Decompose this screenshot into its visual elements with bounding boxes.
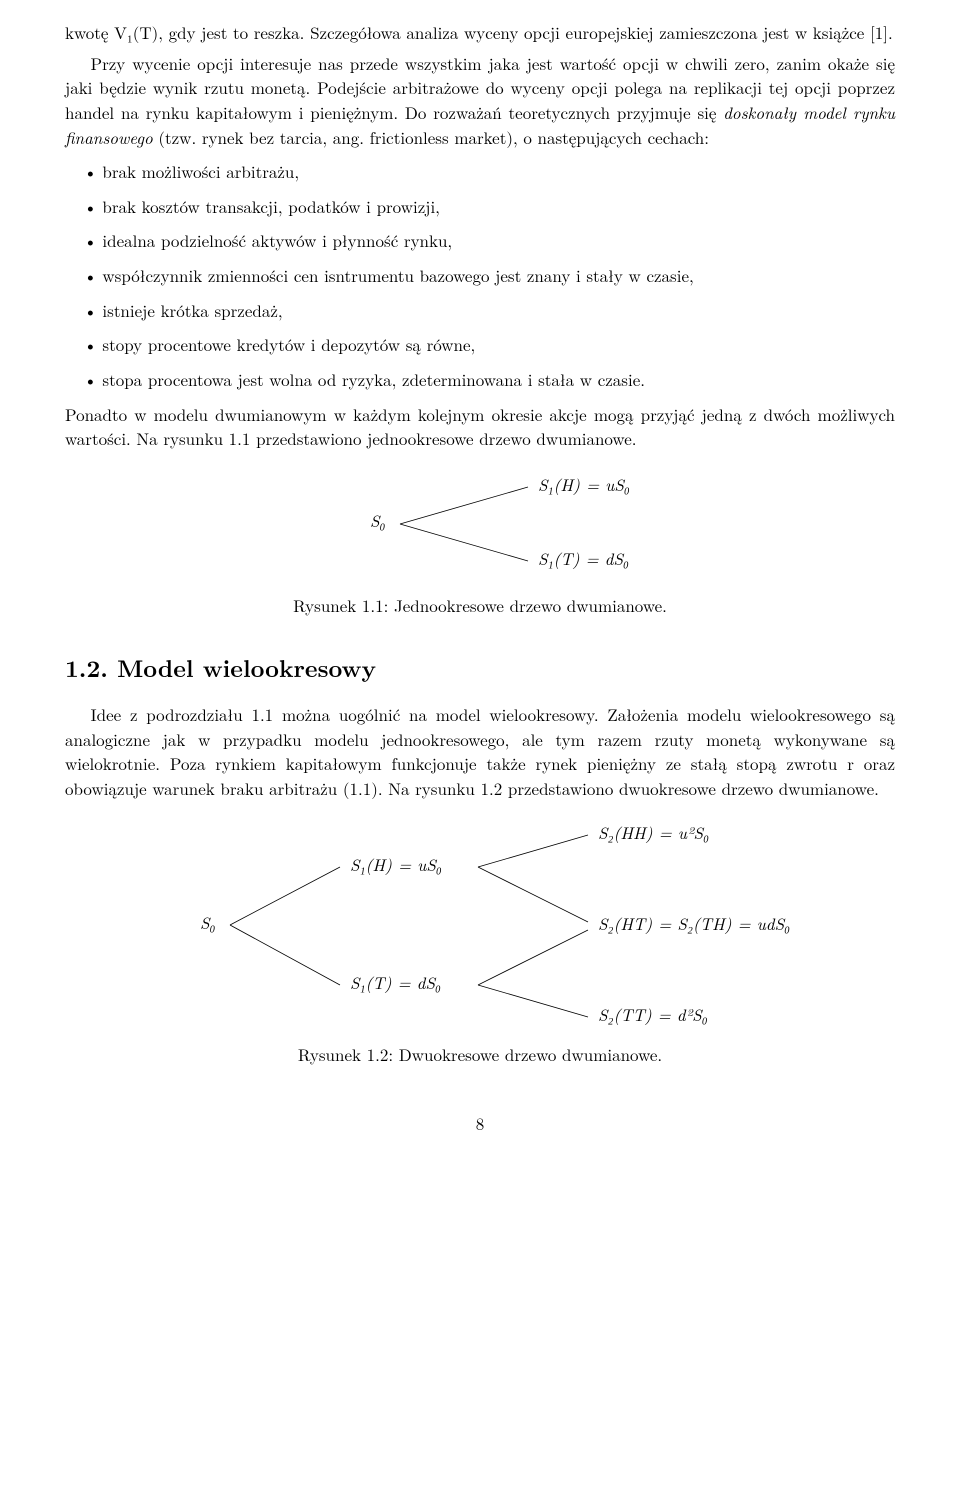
tree-edge: [478, 930, 588, 985]
tree-edge: [400, 524, 528, 561]
tree-edge: [478, 867, 588, 922]
figure-caption: Rysunek 1.1: Jednookresowe drzewo dwumia…: [65, 593, 895, 618]
feature-list: brak możliwości arbitrażu, brak kosztów …: [65, 159, 895, 391]
binomial-tree-svg: S₀ S₁(H) = uS₀ S₁(T) = dS₀: [300, 469, 660, 579]
list-item: współczynnik zmienności cen isntrumentu …: [65, 263, 895, 288]
tree-edge: [400, 487, 528, 524]
tree-node-root: S₀: [200, 910, 216, 934]
body-paragraph: kwotę V₁(T), gdy jest to reszka. Szczegó…: [65, 20, 895, 45]
tree-node-l2-tt: S₂(TT) = d²S₀: [598, 1002, 708, 1026]
figure-1-2: S₀ S₁(H) = uS₀ S₁(T) = dS₀ S₂(HH) = u²S₀…: [65, 819, 895, 1035]
tree-edge: [478, 835, 588, 867]
tree-node-down: S₁(T) = dS₀: [538, 546, 629, 570]
list-item: brak możliwości arbitrażu,: [65, 159, 895, 184]
figure-caption: Rysunek 1.2: Dwuokresowe drzewo dwumiano…: [65, 1042, 895, 1067]
body-paragraph: Przy wycenie opcji interesuje nas przede…: [65, 51, 895, 150]
list-item: brak kosztów transakcji, podatków i prow…: [65, 194, 895, 219]
list-item: idealna podzielność aktywów i płynność r…: [65, 228, 895, 253]
list-item: stopa procentowa jest wolna od ryzyka, z…: [65, 367, 895, 392]
section-heading: 1.2. Model wielookresowy: [65, 651, 895, 686]
tree-node-l1-down: S₁(T) = dS₀: [350, 970, 441, 994]
body-paragraph: Idee z podrozdziału 1.1 można uogólnić n…: [65, 702, 895, 801]
tree-node-up: S₁(H) = uS₀: [538, 472, 630, 496]
tree-node-l2-hh: S₂(HH) = u²S₀: [598, 820, 709, 844]
tree-edge: [230, 925, 340, 985]
body-paragraph: Ponadto w modelu dwumianowym w każdym ko…: [65, 402, 895, 451]
list-item: istnieje krótka sprzedaż,: [65, 298, 895, 323]
figure-1-1: S₀ S₁(H) = uS₀ S₁(T) = dS₀: [65, 469, 895, 585]
tree-edge: [230, 867, 340, 925]
text-run: (tzw. rynek bez tarcia, ang. frictionles…: [153, 125, 709, 149]
binomial-tree-2-svg: S₀ S₁(H) = uS₀ S₁(T) = dS₀ S₂(HH) = u²S₀…: [160, 819, 800, 1029]
list-item: stopy procentowe kredytów i depozytów są…: [65, 332, 895, 357]
tree-edge: [478, 985, 588, 1017]
tree-node-l1-up: S₁(H) = uS₀: [350, 852, 442, 876]
tree-node-root: S₀: [370, 508, 386, 532]
tree-node-l2-ht: S₂(HT) = S₂(TH) = udS₀: [598, 911, 790, 935]
page-number: 8: [65, 1111, 895, 1136]
